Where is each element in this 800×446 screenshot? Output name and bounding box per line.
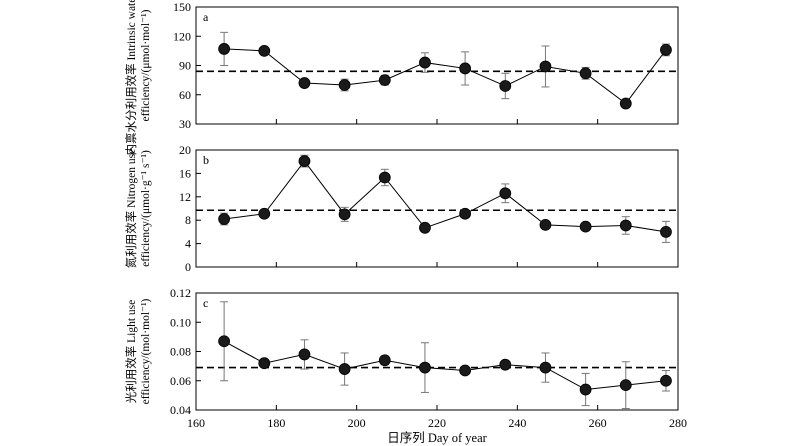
data-point — [499, 187, 512, 200]
data-point — [218, 43, 231, 55]
panel-letter: a — [203, 10, 209, 24]
data-point — [660, 44, 672, 56]
y-tick-label: 16 — [179, 166, 191, 180]
data-point — [298, 348, 311, 361]
data-point — [338, 79, 351, 91]
y-axis-label-line2: efficiency/(μmol·g⁻¹ s⁻¹) — [140, 150, 152, 267]
data-point — [298, 77, 311, 89]
x-tick-label: 240 — [508, 416, 526, 430]
data-point — [619, 379, 632, 392]
x-tick-label: 160 — [187, 416, 205, 430]
x-tick-label: 180 — [267, 416, 285, 430]
data-point — [579, 220, 592, 233]
data-point — [338, 208, 351, 221]
y-tick-label: 90 — [179, 59, 191, 73]
data-point — [218, 335, 231, 348]
y-axis-label-line2: efficiency/(μmol·mol⁻¹) — [140, 9, 152, 121]
y-axis-label-line1: 氮利用效率 Nitrogen use — [124, 149, 138, 268]
y-tick-label: 0.10 — [170, 315, 191, 329]
x-tick-label: 200 — [348, 416, 366, 430]
data-point — [258, 357, 271, 370]
y-tick-label: 20 — [179, 143, 191, 157]
data-point — [419, 56, 431, 69]
data-point — [258, 44, 271, 57]
data-point — [539, 60, 552, 73]
x-axis: 160 180 200 220 240 260 280 — [187, 416, 687, 430]
data-point — [258, 207, 271, 220]
y-axis-label-line1: 内禀水分利用效率 Intrinsic water use — [124, 0, 138, 155]
data-point — [378, 354, 391, 367]
y-tick-label: 150 — [173, 0, 191, 14]
panel-frame — [195, 6, 679, 125]
data-point — [459, 364, 472, 377]
panel-frame — [195, 292, 679, 411]
data-point — [660, 374, 672, 387]
y-tick-label: 12 — [179, 190, 191, 204]
series-line — [224, 48, 667, 105]
data-point — [619, 219, 632, 232]
x-tick-label: 220 — [428, 416, 446, 430]
panel-b: b 0 4 8 12 16 20 氮利用效率 Nitrogen use efficiency/(… — [124, 143, 679, 274]
series-line — [223, 340, 667, 391]
data-point — [579, 67, 592, 80]
data-point — [459, 207, 472, 220]
y-axis-label-line1: 光利用效率 Light use — [124, 300, 138, 404]
data-point — [579, 383, 592, 396]
y-tick-label: 0.08 — [170, 345, 191, 359]
data-point — [499, 80, 512, 92]
data-point — [419, 361, 431, 374]
data-point — [459, 62, 472, 75]
panel-letter: c — [203, 296, 208, 310]
data-point — [338, 363, 351, 375]
data-point — [378, 171, 391, 184]
y-tick-label: 0.06 — [170, 374, 191, 388]
data-point — [378, 74, 391, 87]
x-tick-label: 260 — [589, 416, 607, 430]
data-point — [539, 361, 552, 374]
data-point — [660, 225, 672, 238]
data-point — [218, 213, 231, 225]
y-tick-label: 0.12 — [170, 286, 191, 300]
panel-a: a 30 60 90 120 150 内禀水分利用效率 Intrinsic water us… — [124, 0, 679, 155]
data-point — [419, 221, 431, 234]
y-tick-label: 30 — [179, 117, 191, 131]
panel-c: c 0.04 0.06 0.08 0.10 0.12 光利用效率 Light use effi… — [124, 286, 679, 417]
series-line — [224, 160, 667, 233]
x-tick-label: 280 — [669, 416, 687, 430]
y-tick-label: 60 — [179, 88, 191, 102]
panel-letter: b — [203, 153, 209, 167]
data-point — [539, 218, 552, 231]
x-axis-label: 日序列 Day of year — [387, 430, 487, 445]
y-tick-label: 4 — [185, 237, 191, 251]
y-tick-label: 0.04 — [170, 403, 191, 417]
y-tick-label: 120 — [173, 29, 191, 43]
y-tick-label: 0 — [185, 260, 191, 274]
y-tick-label: 8 — [185, 213, 191, 227]
y-axis-label-line2: efficiency/(mol·mol⁻¹) — [140, 298, 152, 404]
data-point — [619, 97, 632, 110]
data-point — [298, 155, 311, 168]
data-point — [499, 358, 512, 371]
